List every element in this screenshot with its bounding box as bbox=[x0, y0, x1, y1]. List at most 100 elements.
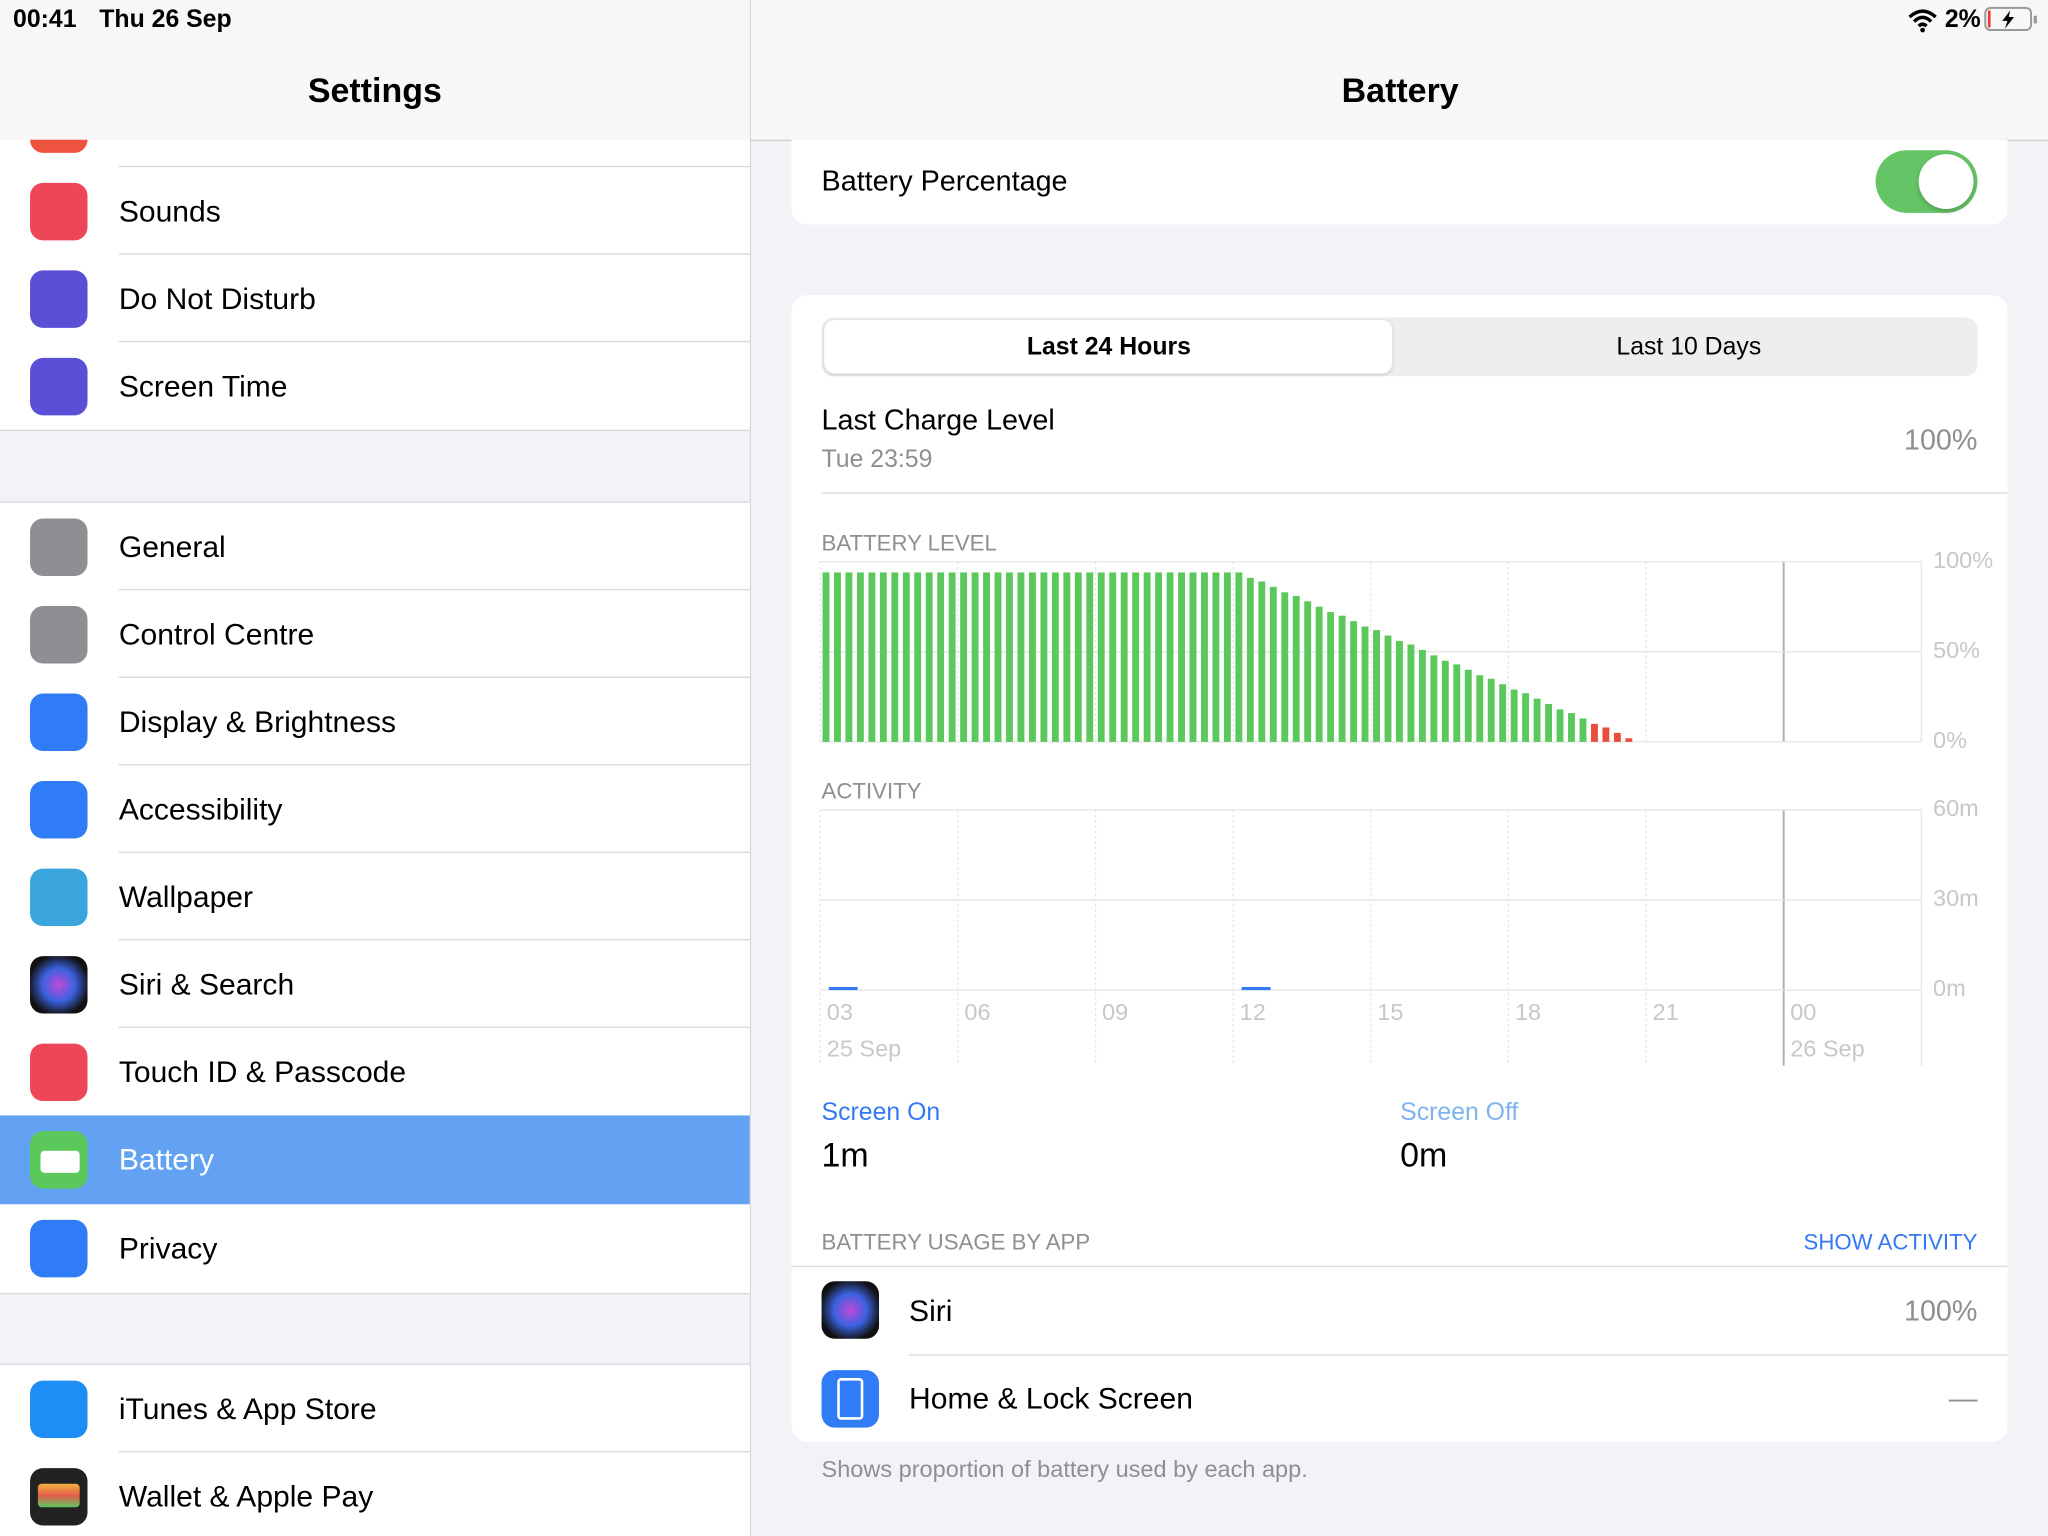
segment-selected[interactable] bbox=[824, 319, 1393, 374]
device-glyph bbox=[837, 1377, 864, 1420]
label: Privacy bbox=[118, 1231, 218, 1265]
app-name: Home & Lock Screen bbox=[909, 1381, 1193, 1416]
separator bbox=[118, 253, 750, 255]
row-label: Battery Percentage bbox=[821, 164, 1068, 198]
label: Control Centre bbox=[118, 617, 315, 652]
app-name: Siri bbox=[909, 1293, 953, 1328]
sidebar-header bbox=[0, 0, 750, 142]
icon bbox=[30, 1468, 88, 1526]
icon bbox=[30, 182, 88, 241]
stat-value: 0m bbox=[1400, 1135, 1448, 1175]
chart-title: ACTIVITY bbox=[821, 779, 922, 804]
label: Siri & Search bbox=[118, 967, 295, 1002]
group: Sounds Do Not Disturb Screen Time bbox=[0, 139, 750, 432]
separator bbox=[118, 340, 750, 343]
card bbox=[791, 139, 2008, 225]
separator bbox=[118, 1026, 750, 1028]
group: iTunes & App Store Wallet & Apple Pay bbox=[0, 1363, 750, 1536]
label: General bbox=[118, 529, 226, 564]
tab-label: Last 10 Days bbox=[1616, 333, 1762, 362]
separator bbox=[821, 492, 2008, 494]
stat-label: Screen Off bbox=[1400, 1099, 1519, 1127]
footer-note: Shows proportion of battery used by each… bbox=[821, 1456, 1308, 1483]
app-value: 100% bbox=[1903, 1294, 1978, 1328]
label: Battery bbox=[118, 1142, 215, 1177]
settings-row[interactable]: Sounds bbox=[0, 167, 750, 255]
icon bbox=[30, 868, 88, 927]
label: Display & Brightness bbox=[118, 704, 397, 739]
label: Screen Time bbox=[118, 368, 288, 403]
separator bbox=[118, 939, 750, 941]
sidebar-title: Settings bbox=[307, 70, 442, 110]
battery-glyph bbox=[40, 1150, 80, 1173]
toggle-knob bbox=[1918, 154, 1974, 209]
detail-header bbox=[751, 0, 2048, 142]
icon bbox=[30, 270, 88, 328]
label: Wallpaper bbox=[118, 879, 253, 914]
separator bbox=[118, 589, 750, 591]
separator bbox=[118, 165, 750, 168]
chart-title: BATTERY LEVEL bbox=[821, 530, 997, 556]
app-icon bbox=[821, 1281, 880, 1339]
tab-label: Last 24 Hours bbox=[1026, 333, 1191, 362]
section-header: BATTERY USAGE BY APP bbox=[821, 1229, 1091, 1255]
wallet-glyph bbox=[37, 1483, 80, 1508]
stat-value: 1m bbox=[821, 1135, 869, 1175]
label: Accessibility bbox=[118, 792, 283, 827]
settings-row[interactable]: iTunes & App Store bbox=[0, 1365, 750, 1453]
icon bbox=[30, 1043, 88, 1102]
icon bbox=[30, 781, 88, 839]
separator bbox=[909, 1354, 2008, 1356]
icon bbox=[30, 1219, 88, 1278]
settings-row[interactable]: Display & Brightness bbox=[0, 678, 750, 766]
show-activity-button[interactable]: SHOW ACTIVITY bbox=[1803, 1229, 1978, 1255]
card bbox=[791, 295, 2008, 1442]
icon bbox=[30, 606, 88, 664]
icon bbox=[30, 693, 88, 752]
icon bbox=[30, 518, 88, 576]
settings-row[interactable]: General bbox=[0, 503, 750, 591]
row-sublabel: Tue 23:59 bbox=[821, 446, 933, 474]
status-date: Thu 26 Sep bbox=[99, 5, 232, 34]
label: Sounds bbox=[118, 193, 221, 228]
settings-row-selected[interactable]: Battery bbox=[0, 1115, 750, 1205]
settings-row[interactable]: Do Not Disturb bbox=[0, 255, 750, 343]
sidebar: Settings Sounds Do Not Disturb Screen Ti… bbox=[0, 0, 752, 1536]
settings-row[interactable]: Accessibility bbox=[0, 765, 750, 853]
row-label: Last Charge Level bbox=[821, 403, 1055, 437]
wifi-icon bbox=[1908, 9, 1937, 33]
settings-row[interactable]: Privacy bbox=[0, 1204, 750, 1292]
app-value: — bbox=[1948, 1381, 1978, 1415]
label: Do Not Disturb bbox=[118, 281, 316, 316]
settings-row[interactable]: Siri & Search bbox=[0, 940, 750, 1028]
battery-icon bbox=[1984, 6, 2037, 32]
app-icon bbox=[821, 1370, 880, 1428]
icon bbox=[30, 139, 88, 153]
label: iTunes & App Store bbox=[118, 1391, 377, 1426]
separator bbox=[118, 1451, 750, 1453]
stat-label: Screen On bbox=[821, 1099, 941, 1127]
settings-row[interactable]: Wallpaper bbox=[0, 853, 750, 941]
status-time: 00:41 bbox=[13, 5, 77, 34]
settings-row[interactable]: Control Centre bbox=[0, 590, 750, 678]
icon bbox=[30, 1131, 88, 1189]
settings-row[interactable]: Touch ID & Passcode bbox=[0, 1028, 750, 1116]
separator bbox=[791, 1265, 2008, 1267]
icon bbox=[30, 1380, 88, 1439]
label: Wallet & Apple Pay bbox=[118, 1479, 374, 1514]
separator bbox=[118, 851, 750, 853]
detail-title: Battery bbox=[1341, 70, 1459, 110]
separator bbox=[118, 676, 750, 678]
settings-row[interactable]: Screen Time bbox=[0, 342, 750, 430]
settings-row[interactable]: Wallet & Apple Pay bbox=[0, 1452, 750, 1536]
status-battery: 2% bbox=[1944, 5, 1981, 34]
label: Touch ID & Passcode bbox=[118, 1054, 407, 1089]
row-value: 100% bbox=[1903, 423, 1978, 456]
toggle[interactable] bbox=[1875, 150, 1978, 213]
icon bbox=[30, 357, 88, 416]
group: General Control Centre Display & Brightn… bbox=[0, 501, 750, 1295]
icon bbox=[30, 956, 88, 1014]
separator bbox=[118, 764, 750, 766]
